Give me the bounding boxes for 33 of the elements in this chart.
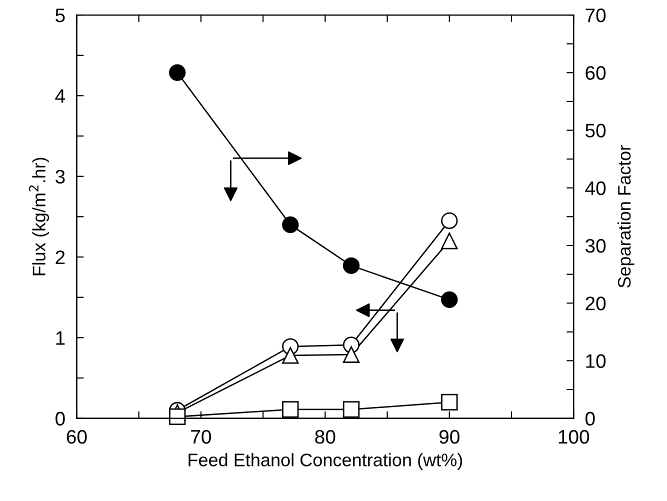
point	[342, 257, 360, 274]
x-tick-label: 90	[439, 430, 460, 444]
y-tick-label: 5	[56, 8, 65, 22]
point	[282, 216, 299, 234]
y2-tick-label: 40	[585, 181, 606, 196]
point	[441, 232, 458, 250]
point	[441, 394, 458, 411]
point	[342, 401, 360, 418]
x-tick-label: 100	[558, 430, 590, 444]
y-tick-label: 0	[56, 412, 65, 426]
x-tick-label: 60	[66, 430, 87, 444]
point	[441, 291, 458, 308]
x-axis-title: Feed Ethanol Concentration (wt%)	[188, 453, 462, 470]
y-tick-label: 1	[56, 331, 65, 345]
y-tick-label: 2	[56, 250, 65, 264]
y2-tick-label: 10	[586, 354, 606, 368]
y2-tick-label: 50	[586, 124, 606, 138]
point	[168, 64, 186, 81]
point	[282, 401, 299, 418]
y-tick-label: 3	[56, 170, 65, 184]
y-axis-title: Flux (kg/m$^{2}$.hr)	[29, 158, 50, 276]
y2-tick-label: 30	[585, 238, 606, 253]
point	[342, 346, 360, 363]
x-tick-label: 70	[191, 430, 211, 444]
y2-tick-label: 0	[585, 412, 595, 426]
point	[441, 212, 458, 230]
y2-tick-label: 70	[586, 8, 606, 22]
y2-tick-label: 20	[586, 296, 606, 310]
y2-tick-label: 60	[586, 66, 606, 80]
point	[282, 347, 299, 364]
y-tick-label: 4	[55, 89, 66, 103]
y2-axis-title: Separation Factor	[617, 145, 634, 288]
x-tick-label: 80	[315, 430, 336, 444]
